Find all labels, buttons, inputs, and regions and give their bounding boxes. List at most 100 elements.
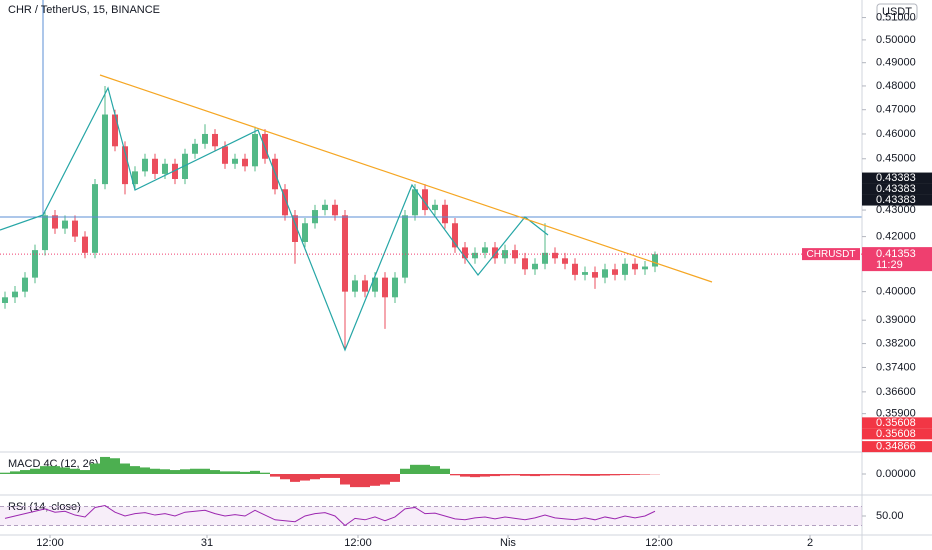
candle-body: [282, 189, 288, 216]
histogram-bar: [600, 474, 610, 476]
candle-body: [142, 158, 148, 172]
candle-body: [332, 204, 338, 216]
candle-body: [642, 266, 648, 270]
candle-body: [502, 250, 508, 259]
histogram-bar: [470, 474, 480, 478]
price-tag: [862, 172, 932, 184]
candle-body: [552, 252, 558, 259]
histogram-bar: [40, 466, 50, 474]
histogram-bar: [80, 470, 90, 474]
histogram-bar: [550, 474, 560, 476]
chart-header: CHR / TetherUS, 15, BINANCE: [8, 4, 160, 16]
histogram-bar: [290, 474, 300, 482]
candle-body: [652, 254, 658, 267]
histogram-bar: [620, 474, 630, 476]
candle-body: [222, 146, 228, 164]
y-tick-label: 0.47000: [876, 104, 916, 116]
histogram-bar: [370, 474, 380, 486]
x-tick-label: 12:00: [645, 537, 673, 549]
histogram-bar: [90, 463, 100, 474]
histogram-bar: [70, 468, 80, 474]
histogram-bar: [490, 474, 500, 477]
currency-label[interactable]: USDT: [882, 6, 912, 18]
candle-body: [592, 272, 598, 278]
candle-body: [232, 158, 238, 164]
candle-body: [462, 247, 468, 259]
currency-button[interactable]: [876, 3, 918, 21]
candle-body: [542, 252, 548, 264]
x-tick-label: 12:00: [344, 537, 372, 549]
histogram-bar: [150, 468, 160, 474]
histogram-bar: [590, 474, 600, 476]
candle-body: [82, 236, 88, 253]
candle-body: [252, 133, 258, 167]
candle-body: [572, 263, 578, 275]
candle-body: [62, 220, 68, 229]
histogram-bar: [520, 474, 530, 476]
histogram-bar: [110, 458, 120, 474]
y-tick-label: 0.42000: [876, 231, 916, 243]
y-tick-label: 0.40000: [876, 286, 916, 298]
candle-body: [122, 146, 128, 185]
candle-body: [362, 280, 368, 292]
x-tick-label: Nis: [500, 537, 516, 549]
candle-body: [42, 215, 48, 251]
histogram-bar: [570, 474, 580, 476]
countdown-label: 11:29: [876, 259, 903, 271]
histogram-bar: [440, 468, 450, 474]
candle-body: [152, 158, 158, 174]
histogram-bar: [430, 466, 440, 474]
candle-body: [52, 215, 58, 229]
y-tick-label: 0.36600: [876, 386, 916, 398]
candle-body: [562, 258, 568, 264]
histogram-bar: [540, 474, 550, 476]
histogram-bar: [640, 474, 650, 475]
candle-body: [422, 189, 428, 211]
histogram-bar: [240, 471, 250, 474]
candle-body: [532, 263, 538, 270]
histogram-bar: [220, 471, 230, 474]
candle-body: [322, 204, 328, 211]
candle-body: [22, 277, 28, 292]
price-tag-label: 0.43383: [876, 183, 916, 195]
histogram-bar: [380, 474, 390, 485]
candle-body: [2, 297, 8, 303]
histogram-bar: [60, 467, 70, 474]
histogram-bar: [30, 468, 40, 474]
last-price-tag: [862, 247, 932, 272]
candle-body: [162, 163, 168, 174]
candle-body: [582, 272, 588, 275]
candle-body: [442, 204, 448, 224]
candle-body: [192, 143, 198, 154]
indicator-title: MACD 4C (12, 26): [8, 458, 98, 470]
candle-body: [512, 250, 518, 259]
price-tag-label: 0.43383: [876, 172, 916, 184]
histogram-bar: [630, 474, 640, 475]
histogram-bar: [530, 474, 540, 477]
x-tick-label: 31: [201, 537, 213, 549]
candle-body: [12, 291, 18, 298]
y-tick-label: 0.48000: [876, 80, 916, 92]
histogram-bar: [120, 463, 130, 474]
y-tick-label: 50.00: [876, 510, 904, 522]
histogram-bar: [410, 464, 420, 474]
candle-body: [482, 247, 488, 253]
histogram-bar: [350, 474, 360, 488]
candle-body: [632, 263, 638, 270]
price-tag-label: 0.35608: [876, 417, 916, 429]
histogram-bar: [300, 474, 310, 481]
y-tick-label: 0.49000: [876, 57, 916, 69]
candle-body: [612, 269, 618, 275]
candle-body: [292, 215, 298, 242]
candle-body: [452, 223, 458, 248]
histogram-bar: [20, 470, 30, 474]
histogram-bar: [160, 469, 170, 474]
candle-body: [92, 184, 98, 253]
price-tag: [862, 441, 932, 453]
histogram-bar: [130, 466, 140, 474]
candle-body: [102, 114, 108, 185]
price-tag-label: 0.34866: [876, 441, 916, 453]
candle-body: [242, 158, 248, 167]
zigzag: [0, 86, 549, 352]
